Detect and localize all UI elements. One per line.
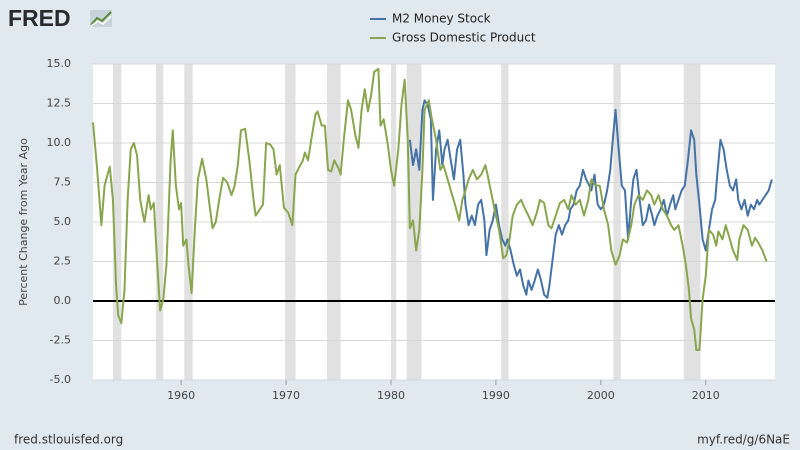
y-tick-label: 0.0 (54, 294, 72, 307)
logo: FRED (8, 5, 71, 31)
series-line (92, 67, 768, 351)
y-tick-label: -5.0 (50, 373, 71, 386)
link: myf.red/g/6NaE (697, 433, 790, 447)
y-axis-label: Percent Change from Year Ago (17, 138, 30, 306)
y-tick-label: 12.5 (47, 97, 72, 110)
legend-label: M2 Money Stock (392, 12, 491, 26)
y-tick-label: 5.0 (54, 215, 72, 228)
y-tick-label: -2.5 (50, 334, 71, 347)
x-tick-label: 1970 (272, 389, 300, 402)
x-tick-label: 1990 (482, 389, 510, 402)
y-tick-label: 15.0 (47, 57, 72, 70)
source: fred.stlouisfed.org (14, 433, 123, 447)
x-tick-label: 1980 (377, 389, 405, 402)
y-tick-label: 10.0 (47, 136, 72, 149)
logo-icon (90, 10, 112, 27)
y-tick-label: 7.5 (54, 176, 72, 189)
y-tick-label: 2.5 (54, 255, 72, 268)
x-tick-label: 2000 (587, 389, 615, 402)
legend-label: Gross Domestic Product (392, 31, 536, 45)
x-tick-label: 2010 (692, 389, 720, 402)
x-tick-label: 1960 (167, 389, 195, 402)
